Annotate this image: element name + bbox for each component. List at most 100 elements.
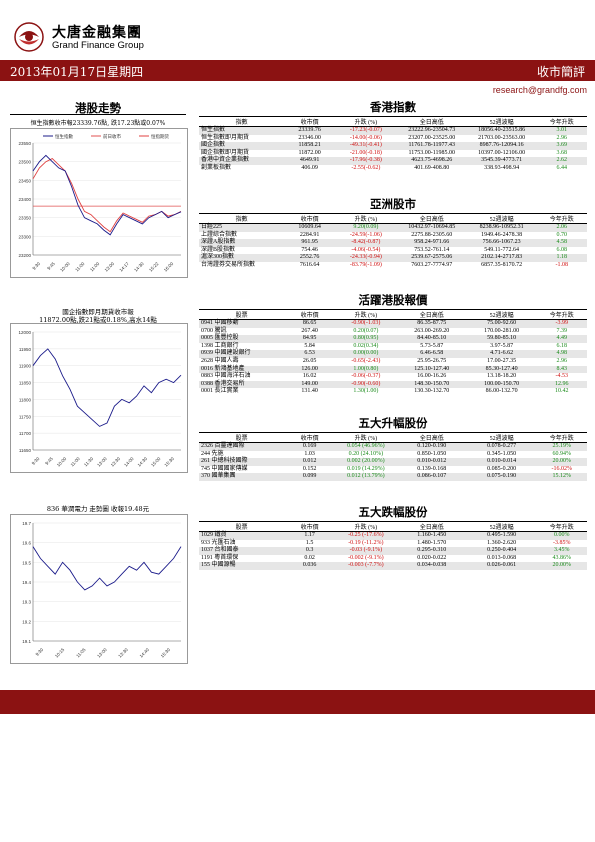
cell-close: 5.84 [304,342,315,349]
cell-close: 4649.91 [284,157,335,165]
table-row: 0939 中國建設銀行 6.53 0.00(0.00) 6.46-6.58 4.71-6… [199,350,587,358]
cell-wk52: 0.250-0.404 [466,547,537,555]
column-header: 全日高低 [396,214,467,224]
table-row: 244 先施 1.03 0.20 (24.10%) 0.850-1.050 0.345-… [199,451,587,459]
cell-chg: -0.25 (-17.6%) [334,531,397,540]
cell-name: 國企指數即月期貨 [201,149,250,156]
cell-chg: -0.03 (-9.1%) [334,547,397,555]
cell-name: 370 國華集團 [199,473,285,481]
cell-chg: 0.00(0.00) [334,350,397,358]
cell-range: 5.73-5.87 [420,342,444,349]
cell-chg: -24.59(-1.06) [349,231,382,238]
column-header: 收市價 [284,117,335,127]
cell-close: 23346.00 [298,134,321,141]
chart2-caption-2: 11872.00點,跌21點或0.18%,高水14點 [39,316,157,324]
losers-title: 五大跌幅股份 [358,505,428,519]
column-header: 全日高低 [396,310,467,320]
series-line [32,154,182,236]
cell-ytd: 43.86% [552,554,572,561]
cell-chg: -17.23(-0.07) [334,126,397,135]
x-tick-label: 9:45 [44,456,54,466]
x-tick-label: 15:30 [160,647,172,659]
cell-wk52: 3.97-5.87 [490,342,514,349]
column-header: 升跌 (%) [334,522,397,532]
cell-close: 7616.64 [299,261,320,268]
table-row: 台灣證券交易所指數 7616.64 -83.79(-1.09) 7603.27-777… [199,262,587,270]
cell-ytd: 60.94% [552,450,572,457]
x-tick-label: 16:00 [163,261,175,273]
column-header: 今年升跌 [536,117,587,127]
cell-ytd: 4.49 [536,335,587,343]
cell-chg: -8.42(-0.87) [334,239,397,247]
cell-name: 1191 粵首環保 [201,554,239,561]
cell-range: 10432.97-10694.85 [396,223,467,232]
y-tick-label: 19.5 [22,560,31,565]
x-tick-label: 9:45 [46,261,56,271]
cell-ytd: 3.01 [536,126,587,135]
cell-name: 台灣證券交易所指數 [201,261,256,268]
table-row: 0941 中國移動 86.65 -0.90(-1.03) 86.35-87.75 75.… [199,319,587,328]
y-tick-label: 11950 [19,347,32,352]
cell-wk52: 6857.35-8170.72 [481,261,523,268]
y-tick-label: 11700 [19,431,32,436]
x-tick-label: 9:30 [31,261,41,271]
cell-ytd: 8.43 [536,365,587,374]
y-tick-label: 23550 [18,141,31,146]
cell-name: 國企指數 [199,142,285,150]
cell-wk52: 13.18-18.20 [487,373,517,380]
x-tick-label: 13:00 [96,647,108,659]
cell-ytd: 3.68 [556,149,568,156]
cell-wk52: 8987.76-12094.16 [466,142,537,150]
report-date: 2013年01月17日星期四 [10,65,144,79]
cell-ytd: 7.39 [556,327,568,334]
cell-close: 0.3 [284,547,335,555]
cell-ytd: 3.45% [536,547,587,555]
cell-wk52: 3545.39-4773.71 [466,157,537,165]
divider [199,521,587,522]
cell-name: 0941 中國移動 [199,319,285,328]
table-row: 香港中資企業指數 4649.91 -17.96(-0.38) 4623.75-4698… [199,157,587,165]
cell-range: 130.30-132.70 [414,388,450,395]
brand-en: Grand Finance Group [52,40,144,51]
cell-name: 933 光匯石油 [201,539,236,546]
cell-range: 11753.00-11985.00 [408,149,456,156]
cell-close: 754.46 [301,246,318,253]
brand-cn: 大唐金融集團 [52,25,142,41]
cell-range: 125.10-127.40 [396,365,467,374]
cell-ytd: 0.00% [536,531,587,540]
divider [199,309,587,310]
cell-range: 2275.88-2305.60 [411,231,453,238]
contact-email[interactable]: research@grandfg.com [492,85,587,95]
cell-chg: -21.00(-0.18) [349,149,382,156]
cell-ytd: 2.62 [536,157,587,165]
y-tick-label: 23450 [18,178,31,183]
cell-range: 0.086-0.107 [396,473,467,481]
cell-wk52: 0.345-1.050 [487,450,517,457]
cell-range: 25.95-26.75 [417,357,447,364]
table-row: 0001 長江實業 131.40 1.30(1.00) 130.30-132.70 86… [199,388,587,396]
column-header: 52週波幅 [466,214,537,224]
gainers-table: 股票 收市價 升跌 (%) 全日高低 52週波幅 今年升跌 2326 百靈達國際 0.169 0… [199,433,587,481]
chart3-caption: 836 華潤電力 走勢圖 收報19.48元 [46,505,150,513]
cell-ytd: -4.53 [555,373,569,380]
cell-chg: -17.96(-0.38) [334,157,397,165]
cell-ytd: 10.42 [555,388,569,395]
cell-chg: -0.90(-1.03) [334,319,397,328]
cell-ytd: -3.99 [536,319,587,328]
cell-wk52: 0.010-0.014 [466,458,537,466]
cell-name: 深證B股指數 [201,246,236,253]
cell-chg: -0.90(-0.60) [334,380,397,389]
y-tick-label: 11900 [19,364,32,369]
table-row: 恒生指數即月期貨 23346.00 -14.00(-0.06) 23207.00-23… [199,135,587,143]
cell-wk52: 0.026-0.061 [466,562,537,570]
series-line [32,348,182,427]
cell-wk52: 0.013-0.068 [487,554,517,561]
column-header: 今年升跌 [536,433,587,443]
cell-ytd: 12.96 [536,380,587,389]
x-tick-label: 14:30 [133,261,145,273]
cell-close: 1.5 [305,539,314,546]
cell-name: 深證A股指數 [199,239,285,247]
cell-wk52: 86.00-132.70 [485,388,518,395]
cell-ytd: 3.69 [536,142,587,150]
y-tick-label: 11800 [19,397,32,402]
